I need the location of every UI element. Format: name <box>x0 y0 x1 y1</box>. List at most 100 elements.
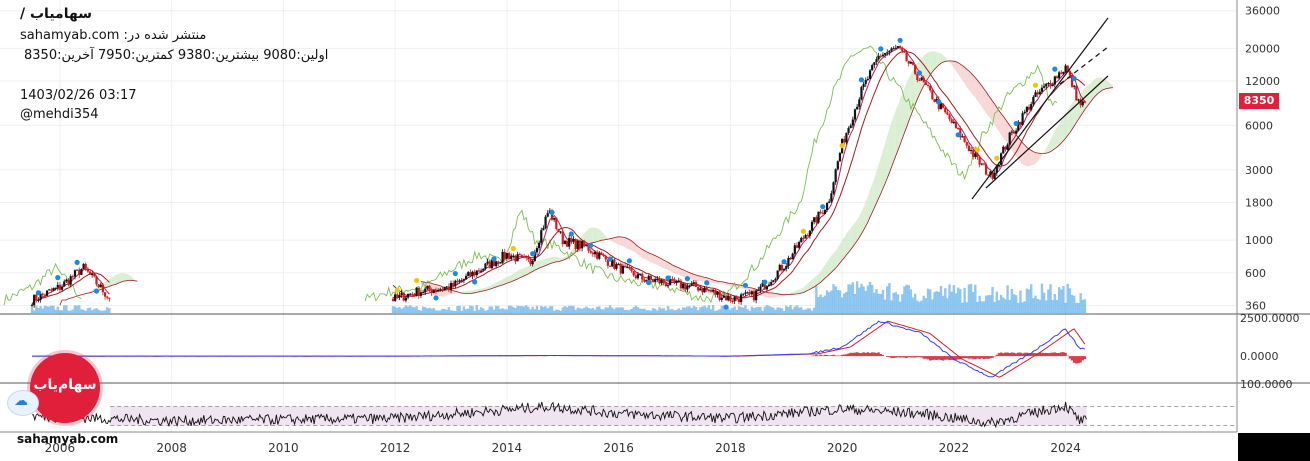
candle-body <box>400 292 403 296</box>
candle-body <box>1077 99 1080 101</box>
macd-histogram-bar <box>961 356 964 359</box>
cloud-segment <box>1024 145 1027 167</box>
volume-bar <box>660 308 663 313</box>
candle-body <box>997 164 1001 166</box>
volume-bar <box>408 305 412 313</box>
cloud-segment <box>109 277 112 287</box>
volume-bar <box>662 308 665 313</box>
candle-body <box>1064 65 1067 72</box>
volume-bar <box>398 306 401 313</box>
candle-body <box>677 280 680 282</box>
volume-bar <box>720 305 723 313</box>
candle-body <box>606 259 609 266</box>
macd-histogram-bar <box>995 354 999 357</box>
candle-body <box>630 268 633 271</box>
candle-body <box>86 268 89 272</box>
volume-bar <box>451 310 455 313</box>
candle-body <box>404 297 407 301</box>
cloud-segment <box>483 287 486 291</box>
volume-bar <box>890 300 893 313</box>
macd-histogram-bar <box>913 356 917 358</box>
volume-bar <box>490 306 494 313</box>
candle-body <box>907 61 910 64</box>
volume-bar <box>772 307 775 313</box>
volume-bar <box>821 297 824 313</box>
candle-body <box>963 136 966 143</box>
candle-body <box>864 79 867 85</box>
volume-bar <box>961 302 964 313</box>
volume-bar <box>696 310 700 313</box>
cloud-segment <box>625 237 628 249</box>
candle-body <box>714 289 717 295</box>
volume-bar <box>860 283 863 313</box>
candle-body <box>522 256 526 258</box>
volume-bar <box>905 284 908 313</box>
candle-body <box>1058 72 1061 79</box>
candle-body <box>641 273 644 280</box>
candle-body <box>60 286 64 290</box>
cloud-segment <box>650 253 654 263</box>
candle-body <box>108 297 111 299</box>
volume-bar <box>937 291 941 313</box>
candle-body <box>394 294 397 301</box>
rsi-tick-label: 100.0000 <box>1240 378 1293 391</box>
candle-body <box>877 55 880 60</box>
cloud-segment <box>1065 110 1068 139</box>
cloud-segment <box>1003 116 1006 141</box>
candle-body <box>969 149 973 151</box>
volume-bar <box>724 306 728 313</box>
cloud-segment <box>893 110 896 162</box>
signal-dot <box>878 46 884 52</box>
candle-body <box>972 149 975 157</box>
cloud-segment <box>513 272 516 281</box>
volume-bar <box>956 287 960 313</box>
volume-bar <box>946 298 949 313</box>
candle-body <box>828 201 831 203</box>
candle-body <box>542 228 545 231</box>
candle-body <box>873 62 876 66</box>
cloud-segment <box>472 289 475 294</box>
signal-dot <box>510 245 516 252</box>
volume-bar <box>739 306 743 313</box>
volume-bar <box>916 300 919 313</box>
macd-histogram-bar <box>830 355 833 357</box>
cloud-segment <box>1020 140 1023 165</box>
y-tick-label: 360 <box>1245 299 1266 312</box>
candle-body <box>65 279 68 282</box>
volume-bar <box>56 306 59 313</box>
cloud-segment <box>818 271 821 284</box>
cloud-segment <box>955 61 959 74</box>
cloud-segment <box>552 256 555 263</box>
cloud-upload-icon[interactable]: ☁ <box>7 390 39 416</box>
volume-bar <box>432 308 436 313</box>
volume-bar <box>862 286 865 313</box>
cloud-segment <box>487 285 490 290</box>
cloud-segment <box>842 237 845 261</box>
volume-bar <box>828 292 831 313</box>
volume-bar <box>630 308 633 313</box>
cloud-segment <box>708 278 712 283</box>
volume-bar <box>482 308 485 313</box>
candle-body <box>939 103 943 110</box>
macd-histogram-bar <box>937 356 941 360</box>
cloud-segment <box>610 238 613 242</box>
candle-body <box>1081 101 1084 106</box>
candle-body <box>961 136 964 138</box>
cloud-segment <box>796 289 800 294</box>
volume-bar <box>647 310 650 313</box>
volume-bar <box>78 305 81 313</box>
volume-bar <box>1038 299 1042 313</box>
candle-body <box>475 270 478 276</box>
cloud-segment <box>887 128 890 179</box>
volume-bar <box>467 308 470 313</box>
candle-body <box>492 259 496 267</box>
cloud-segment <box>988 94 991 119</box>
volume-bar <box>858 287 861 313</box>
volume-bar <box>671 309 674 313</box>
macd-histogram-bar <box>909 356 913 358</box>
volume-bar <box>888 283 891 313</box>
cloud-segment <box>702 276 705 282</box>
candle-body <box>546 213 549 217</box>
candle-body <box>568 237 571 247</box>
candle-body <box>875 59 878 63</box>
